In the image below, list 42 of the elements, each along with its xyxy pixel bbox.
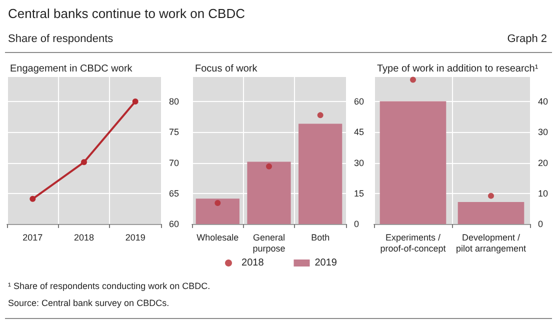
y-tick-label: 45 — [354, 127, 364, 138]
text: Share of respondents — [8, 33, 114, 45]
bar — [196, 198, 240, 224]
x-tick-label: 2018 — [74, 232, 94, 242]
x-tick-label: 2019 — [125, 232, 146, 242]
y-tick-label: 0 — [354, 219, 360, 229]
y-tick-label: 60 — [354, 96, 364, 106]
y-tick-label: 0 — [538, 219, 544, 229]
chart-title: Engagement in CBDC work — [10, 64, 134, 74]
y-tick-label: 75 — [169, 127, 180, 138]
y-tick-label: 40 — [538, 96, 548, 106]
text: Central banks continue to work on CBDC — [8, 6, 246, 21]
chart-title: Type of work in addition to research¹ — [377, 64, 539, 74]
y-tick-label: 70 — [169, 158, 180, 168]
chart-title: Focus of work — [195, 64, 258, 74]
point — [214, 200, 221, 206]
x-tick-label: 2017 — [22, 232, 43, 242]
x-tick-label: Development / pilot arrangement — [456, 232, 527, 254]
x-tick-label: Both — [311, 232, 330, 242]
y-tick-label: 60 — [169, 219, 180, 229]
y-tick-label: 15 — [354, 188, 364, 198]
y-tick-label: 10 — [538, 188, 548, 198]
point — [81, 159, 87, 166]
point — [266, 163, 272, 170]
point — [132, 98, 138, 104]
y-tick-label: 65 — [169, 188, 180, 198]
y-tick-label: 30 — [538, 127, 548, 138]
x-tick-label: Wholesale — [196, 232, 239, 242]
text: ¹ Share of respondents conducting work on CBDC. — [8, 281, 210, 291]
x-tick-label: General purpose — [252, 232, 286, 254]
caption: Graph 2 — [507, 33, 547, 45]
legend-label: 2018 — [242, 258, 264, 268]
bar — [298, 124, 342, 224]
y-tick-label: 20 — [538, 158, 548, 168]
legend-label: 2019 — [314, 258, 338, 268]
source-note: Source: Central bank survey on CBDCs. — [8, 298, 170, 308]
x-tick-label: Experiments / proof-of-concept — [380, 232, 446, 254]
y-tick-label: 30 — [354, 158, 364, 168]
point — [317, 112, 324, 118]
y-tick-label: 80 — [169, 96, 180, 106]
point — [30, 196, 36, 202]
bar — [247, 162, 291, 224]
